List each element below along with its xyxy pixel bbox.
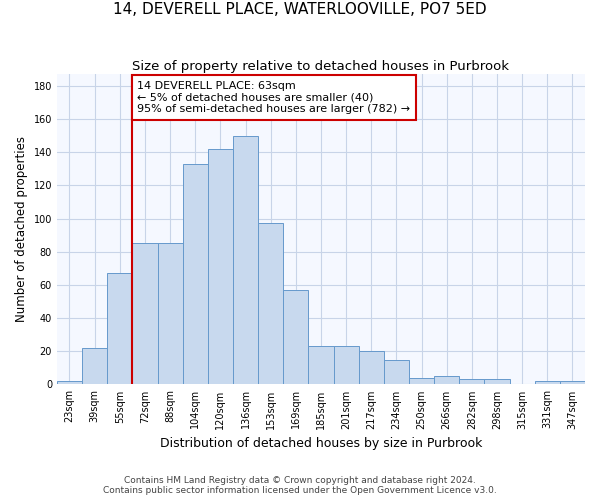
Text: 14, DEVERELL PLACE, WATERLOOVILLE, PO7 5ED: 14, DEVERELL PLACE, WATERLOOVILLE, PO7 5… [113, 2, 487, 18]
Bar [484, 380, 509, 384]
Bar [283, 290, 308, 384]
Bar [560, 381, 585, 384]
Bar [82, 348, 107, 385]
Bar [334, 346, 359, 385]
Bar [233, 136, 258, 384]
Bar [208, 149, 233, 384]
Bar [359, 351, 384, 384]
Bar [57, 381, 82, 384]
Bar [434, 376, 459, 384]
Bar [182, 164, 208, 384]
Bar [409, 378, 434, 384]
Bar [535, 381, 560, 384]
Bar [308, 346, 334, 385]
Bar [158, 244, 182, 384]
X-axis label: Distribution of detached houses by size in Purbrook: Distribution of detached houses by size … [160, 437, 482, 450]
Bar [459, 380, 484, 384]
Bar [258, 224, 283, 384]
Title: Size of property relative to detached houses in Purbrook: Size of property relative to detached ho… [133, 60, 509, 73]
Bar [133, 244, 158, 384]
Text: Contains HM Land Registry data © Crown copyright and database right 2024.
Contai: Contains HM Land Registry data © Crown c… [103, 476, 497, 495]
Bar [384, 360, 409, 384]
Text: 14 DEVERELL PLACE: 63sqm
← 5% of detached houses are smaller (40)
95% of semi-de: 14 DEVERELL PLACE: 63sqm ← 5% of detache… [137, 81, 410, 114]
Bar [107, 274, 133, 384]
Y-axis label: Number of detached properties: Number of detached properties [15, 136, 28, 322]
